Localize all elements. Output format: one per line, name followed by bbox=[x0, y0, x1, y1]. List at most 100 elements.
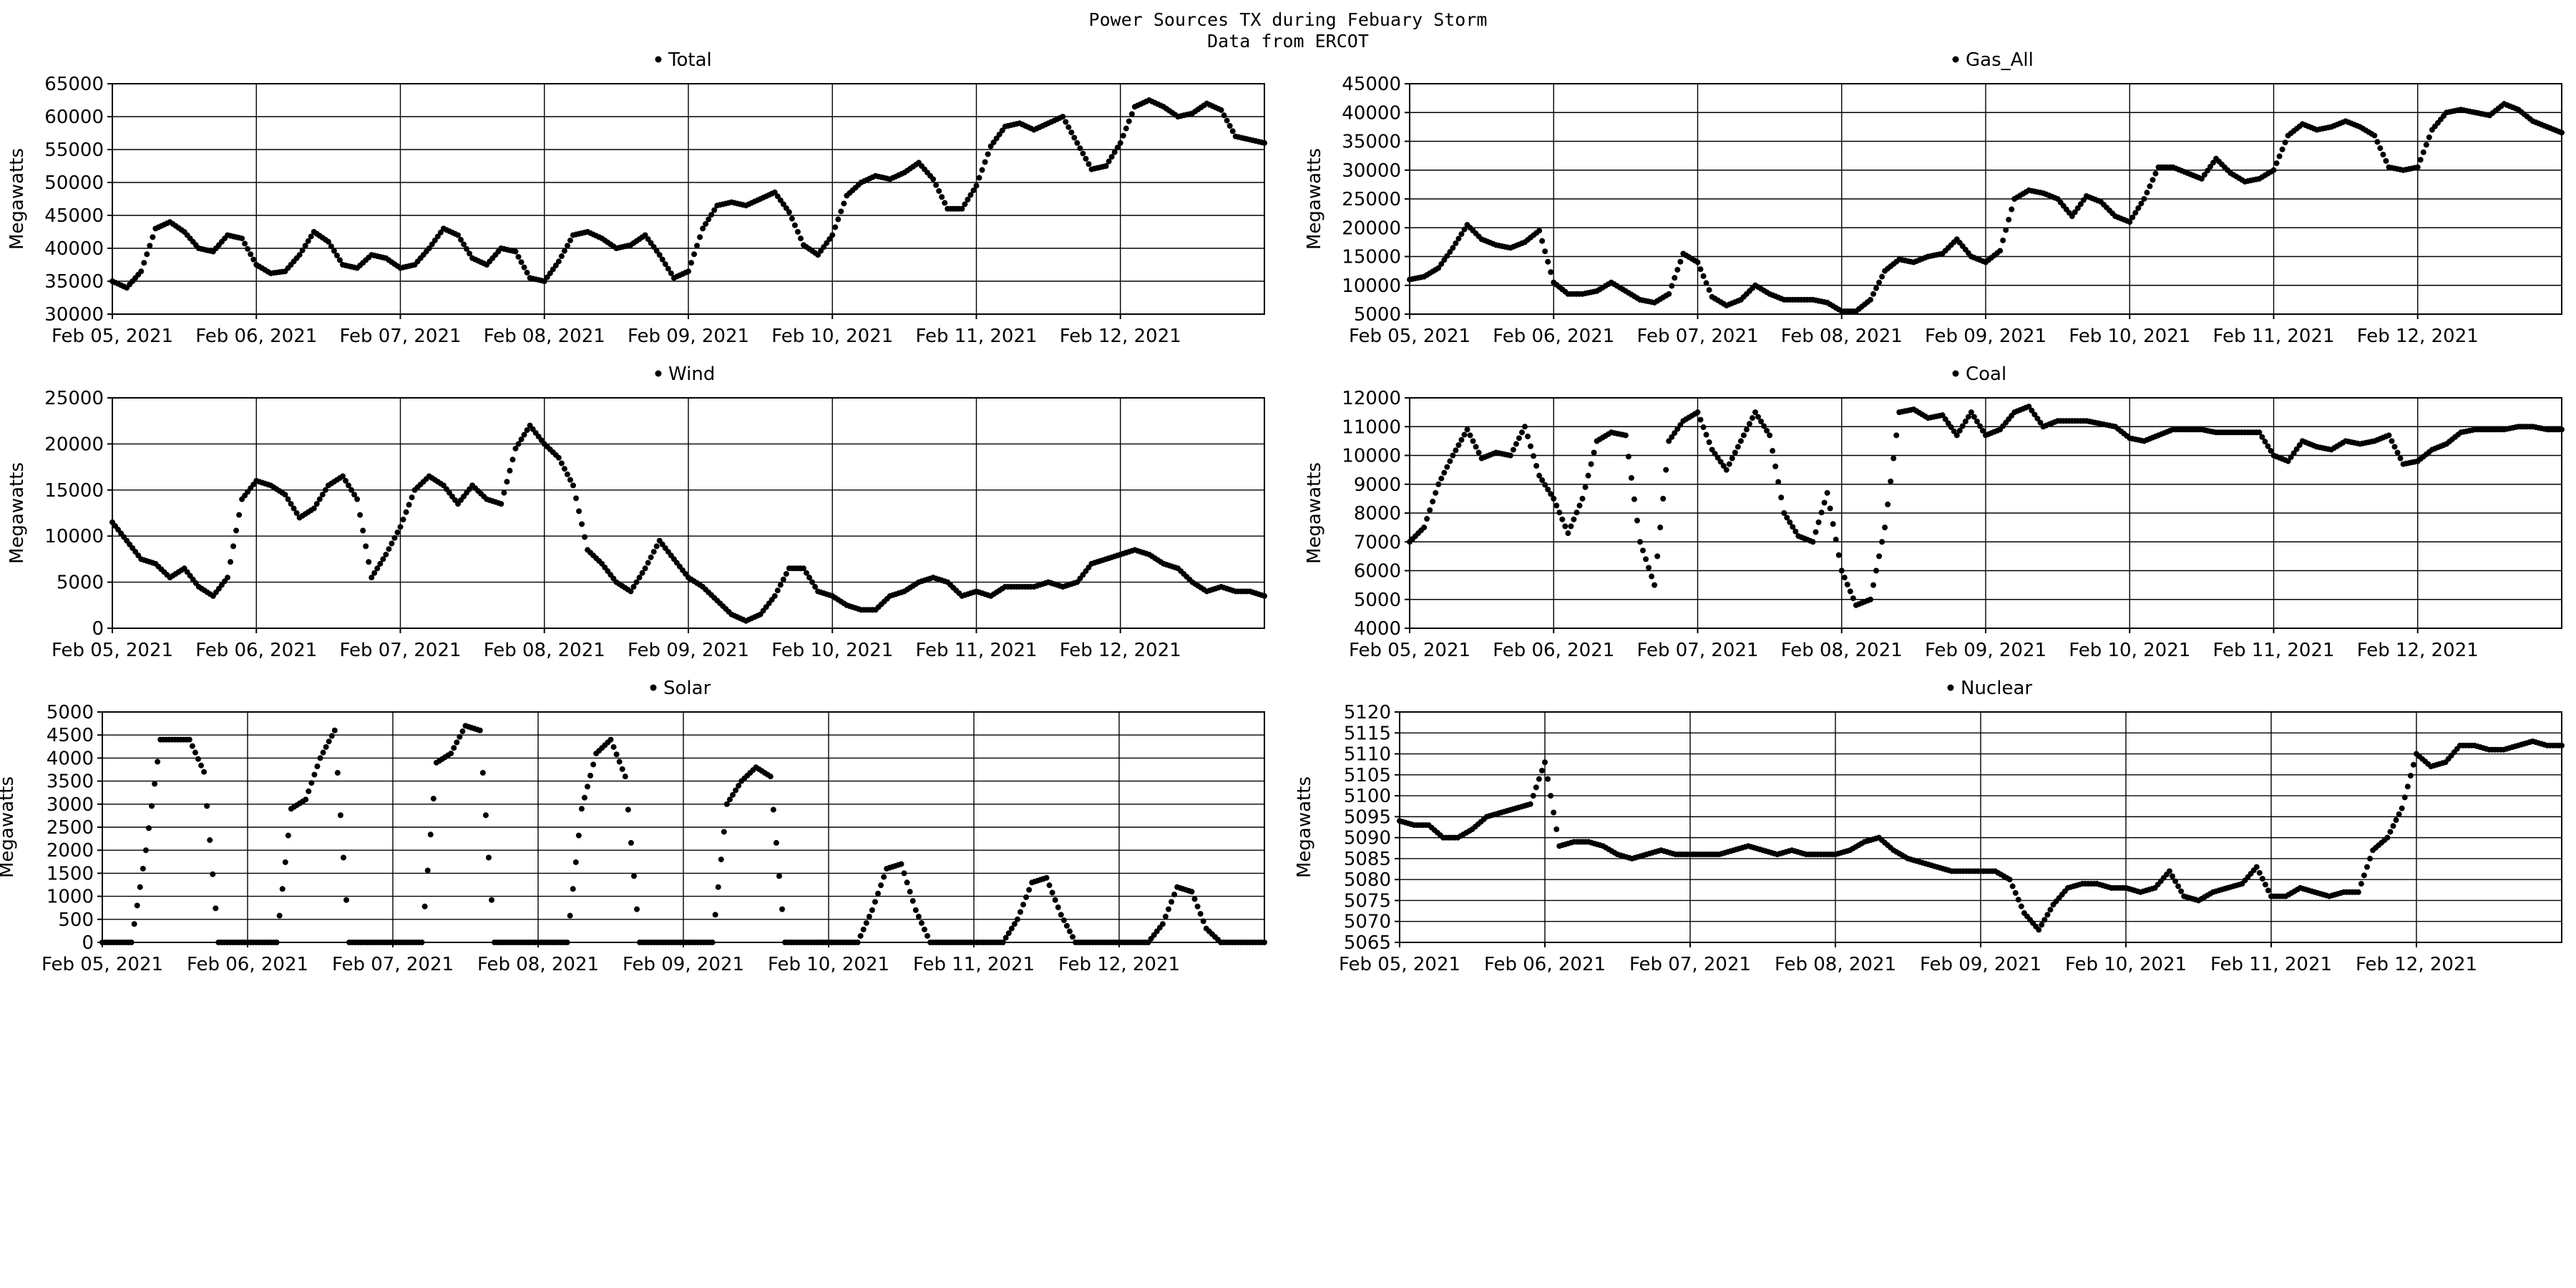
data-points bbox=[99, 723, 1267, 945]
data-point bbox=[201, 769, 208, 775]
legend-marker bbox=[655, 56, 662, 63]
data-point bbox=[2397, 455, 2404, 462]
data-point bbox=[512, 445, 519, 452]
data-point bbox=[1043, 874, 1050, 881]
data-point bbox=[1672, 430, 1678, 436]
legend-label: Coal bbox=[1966, 364, 2006, 385]
y-tick-label: 11000 bbox=[1342, 416, 1401, 438]
data-point bbox=[1818, 509, 1825, 516]
y-tick-label: 0 bbox=[92, 618, 104, 640]
y-tick-label: 60000 bbox=[44, 107, 104, 128]
data-point bbox=[1951, 428, 1957, 434]
data-point bbox=[973, 182, 980, 189]
data-point bbox=[313, 501, 320, 507]
data-point bbox=[2399, 805, 2405, 811]
data-point bbox=[570, 886, 576, 892]
data-point bbox=[826, 236, 833, 243]
x-tick-label: Feb 11, 2021 bbox=[2212, 640, 2334, 661]
data-point bbox=[1531, 453, 1537, 459]
data-point bbox=[2003, 227, 2009, 233]
data-point bbox=[1548, 269, 1554, 275]
data-point bbox=[2285, 458, 2291, 464]
data-point bbox=[567, 237, 573, 243]
y-tick-label: 5075 bbox=[1344, 890, 1391, 912]
data-point bbox=[351, 492, 358, 498]
data-point bbox=[544, 274, 550, 280]
data-point bbox=[1649, 573, 1655, 580]
data-point bbox=[331, 248, 337, 254]
y-tick-label: 45000 bbox=[1342, 74, 1401, 95]
data-point bbox=[1772, 463, 1779, 469]
data-point bbox=[561, 466, 567, 472]
data-point bbox=[409, 494, 415, 501]
data-point bbox=[564, 940, 570, 945]
data-point bbox=[2559, 426, 2565, 433]
data-point bbox=[2037, 419, 2044, 426]
data-points bbox=[109, 97, 1267, 291]
data-point bbox=[389, 540, 395, 547]
data-point bbox=[1723, 467, 1729, 473]
data-point bbox=[1726, 461, 1732, 467]
data-point bbox=[653, 543, 660, 550]
data-point bbox=[1262, 592, 1267, 599]
data-point bbox=[348, 487, 355, 493]
data-point bbox=[1778, 494, 1785, 501]
x-tick-label: Feb 09, 2021 bbox=[1925, 326, 2046, 347]
x-tick-label: Feb 05, 2021 bbox=[1349, 640, 1470, 661]
data-point bbox=[1002, 935, 1009, 941]
data-point bbox=[316, 496, 323, 502]
data-point bbox=[904, 879, 910, 886]
data-point bbox=[1011, 921, 1018, 927]
data-point bbox=[1083, 155, 1089, 162]
data-point bbox=[875, 890, 882, 897]
data-point bbox=[2265, 443, 2271, 449]
data-point bbox=[314, 763, 321, 769]
data-point bbox=[1637, 539, 1643, 545]
data-point bbox=[648, 240, 654, 246]
data-point bbox=[1545, 486, 1551, 492]
data-point bbox=[1049, 889, 1055, 896]
data-point bbox=[578, 806, 585, 812]
data-point bbox=[2147, 183, 2153, 190]
legend-marker bbox=[650, 684, 657, 691]
data-point bbox=[142, 847, 149, 854]
data-point bbox=[2074, 205, 2081, 211]
data-point bbox=[1068, 130, 1075, 136]
data-point bbox=[1114, 145, 1121, 151]
data-point bbox=[337, 812, 343, 819]
data-point bbox=[245, 245, 251, 252]
data-point bbox=[2262, 882, 2268, 888]
data-point bbox=[343, 477, 349, 484]
data-point bbox=[2041, 917, 2048, 923]
data-point bbox=[2012, 889, 2019, 896]
data-point bbox=[1959, 423, 1966, 429]
data-point bbox=[131, 921, 137, 927]
data-point bbox=[2204, 167, 2210, 174]
legend-marker bbox=[1947, 684, 1954, 691]
data-point bbox=[394, 530, 401, 536]
legend-label: Total bbox=[668, 49, 712, 71]
data-point bbox=[1879, 273, 1885, 280]
data-point bbox=[2210, 160, 2216, 166]
data-point bbox=[1873, 285, 1880, 291]
data-point bbox=[962, 201, 968, 208]
data-point bbox=[786, 209, 792, 215]
data-point bbox=[838, 208, 844, 215]
data-point bbox=[1536, 228, 1543, 234]
data-point bbox=[1430, 498, 1436, 504]
data-point bbox=[291, 505, 297, 512]
chart-panels: 3000035000400004500050000550006000065000… bbox=[0, 49, 2565, 975]
data-point bbox=[1424, 516, 1430, 522]
data-point bbox=[1461, 226, 1468, 233]
data-point bbox=[1458, 231, 1465, 238]
data-point bbox=[1542, 482, 1548, 488]
data-point bbox=[1108, 154, 1115, 160]
x-tick-label: Feb 06, 2021 bbox=[1493, 640, 1614, 661]
data-point bbox=[1120, 132, 1126, 139]
x-tick-label: Feb 08, 2021 bbox=[1781, 326, 1903, 347]
legend-label: Gas_All bbox=[1966, 49, 2034, 71]
data-point bbox=[1775, 479, 1782, 485]
x-tick-label: Feb 07, 2021 bbox=[339, 640, 461, 661]
data-point bbox=[1453, 240, 1459, 246]
data-point bbox=[1545, 776, 1551, 782]
